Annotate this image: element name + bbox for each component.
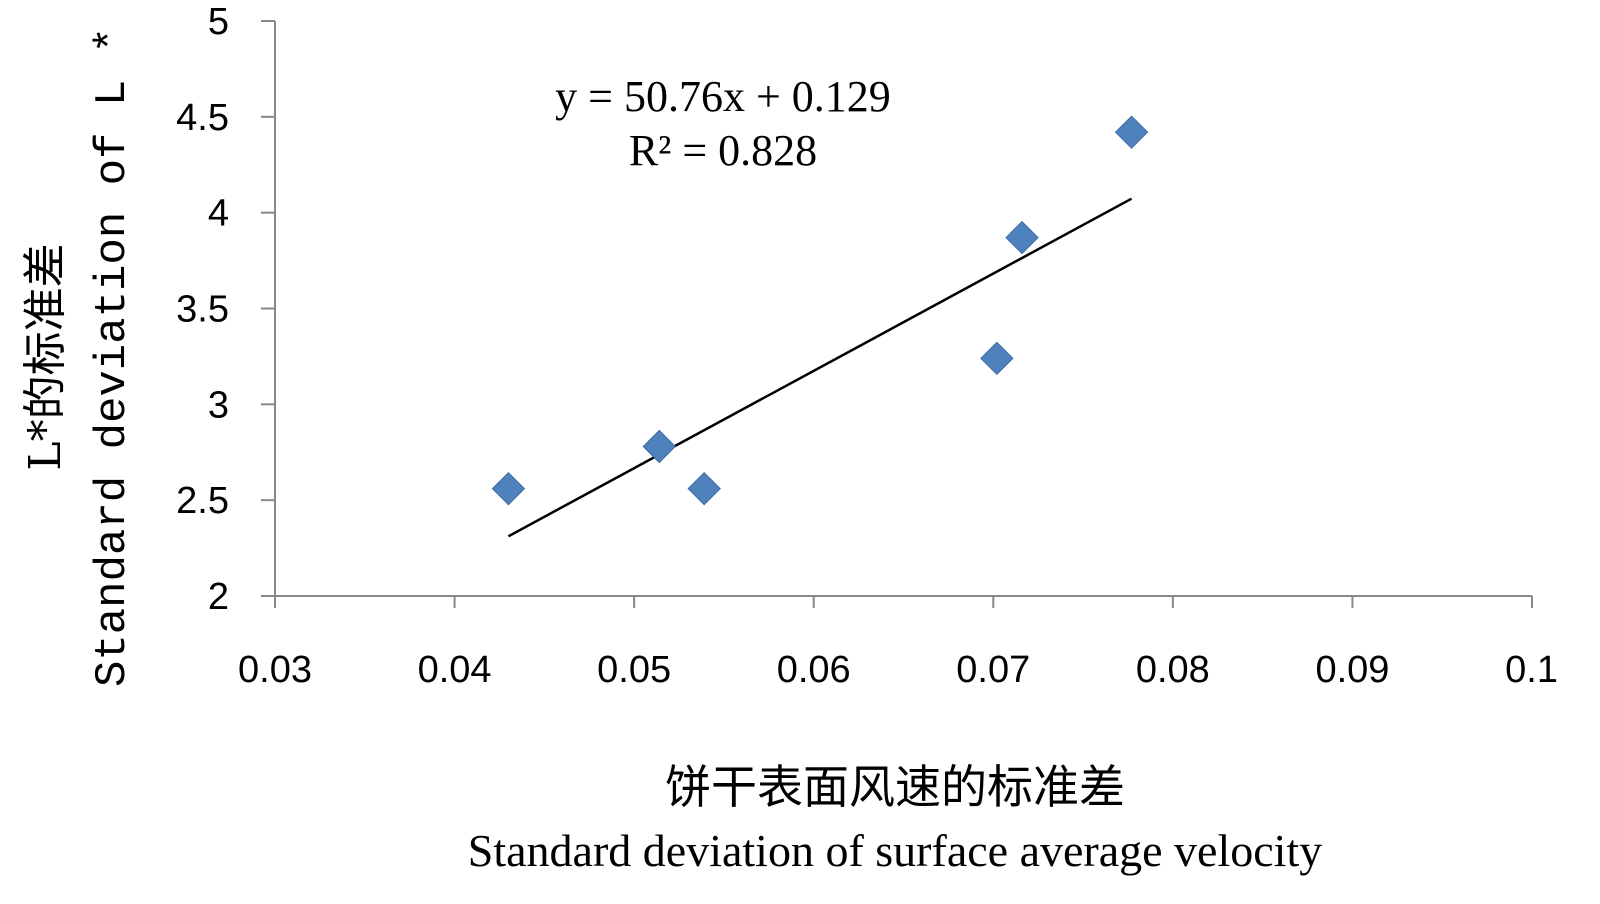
y-tick-label: 5 <box>208 1 229 43</box>
y-tick-label: 4 <box>208 193 229 235</box>
data-point <box>1114 115 1149 149</box>
x-axis-label-cn: 饼干表面风速的标准差 <box>665 762 1125 813</box>
x-tick-label: 0.08 <box>1136 649 1210 691</box>
axes <box>274 21 1532 597</box>
y-axis-label-en: Standard deviation of L * <box>88 27 138 687</box>
x-tick-label: 0.04 <box>418 649 492 691</box>
data-point <box>642 429 676 464</box>
y-tick-label: 2.5 <box>176 480 229 522</box>
trendline <box>507 197 1133 538</box>
y-axis-label-cn: L*的标准差 <box>20 243 71 470</box>
y-tick-label: 4.5 <box>176 97 229 139</box>
y-ticks: 2 2.5 3 3.5 4 4.5 5 <box>176 1 275 618</box>
r-squared-label: R² = 0.828 <box>629 126 817 175</box>
y-tick-label: 3 <box>208 384 229 426</box>
y-tick-label: 2 <box>208 576 229 618</box>
x-axis-label-en: Standard deviation of surface average ve… <box>468 825 1322 876</box>
data-point <box>1005 220 1039 255</box>
data-points <box>491 115 1149 506</box>
x-tick-label: 0.1 <box>1505 649 1558 691</box>
x-ticks: 0.03 0.04 0.05 0.06 0.07 0.08 0.09 0.1 <box>238 596 1558 691</box>
x-tick-label: 0.05 <box>597 649 671 691</box>
y-tick-label: 3.5 <box>176 289 229 331</box>
data-point <box>687 471 721 506</box>
x-tick-label: 0.09 <box>1315 649 1389 691</box>
x-tick-label: 0.06 <box>777 649 851 691</box>
equation-label: y = 50.76x + 0.129 <box>555 72 891 121</box>
x-tick-label: 0.03 <box>238 649 312 691</box>
data-point <box>491 471 526 506</box>
data-point <box>980 341 1014 376</box>
x-tick-label: 0.07 <box>956 649 1030 691</box>
